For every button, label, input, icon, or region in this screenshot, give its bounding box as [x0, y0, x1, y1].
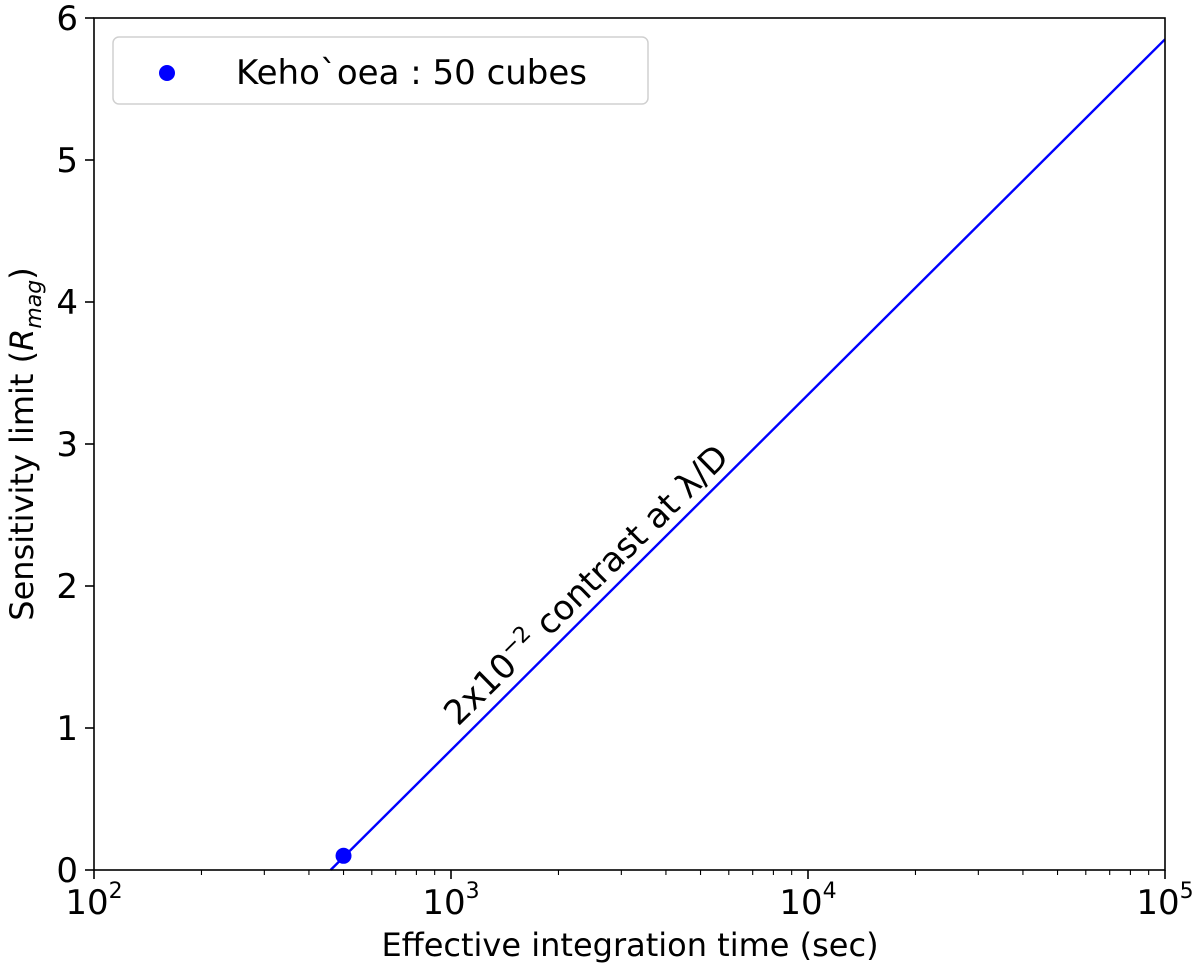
- x-tick-label: 102: [65, 879, 122, 923]
- y-axis-label-main: Sensitivity limit (: [3, 351, 41, 621]
- y-tick-label: 5: [56, 141, 78, 181]
- line-annotation: 2x10−2 contrast at λ/D: [435, 436, 737, 734]
- y-tick-label: 4: [56, 283, 78, 323]
- y-tick-label: 2: [56, 567, 78, 607]
- x-tick-label-base: 10: [422, 883, 465, 923]
- y-axis-label: Sensitivity limit (Rmag): [3, 267, 47, 620]
- y-axis-label-symbol: R: [3, 329, 41, 351]
- x-tick-label-exponent: 4: [823, 879, 837, 904]
- y-tick-label: 0: [56, 851, 78, 891]
- x-tick-label-base: 10: [65, 883, 108, 923]
- y-axis-label-sub: mag: [22, 280, 47, 329]
- legend-marker: [159, 65, 175, 81]
- legend-label: Keho`oea : 50 cubes: [236, 53, 587, 93]
- y-tick-label: 1: [56, 709, 78, 749]
- y-axis-label-close: ): [3, 267, 41, 279]
- x-tick-label: 103: [422, 879, 479, 923]
- x-tick-label-exponent: 5: [1180, 879, 1194, 904]
- series-layer: [329, 38, 1166, 871]
- data-point: [335, 847, 352, 864]
- x-tick-label-exponent: 2: [109, 879, 123, 904]
- legend-box: [112, 36, 649, 105]
- y-tick-label: 3: [56, 425, 78, 465]
- x-tick-label-base: 10: [779, 883, 822, 923]
- x-tick-label: 104: [779, 879, 836, 923]
- x-tick-label-exponent: 3: [466, 879, 480, 904]
- legend: Keho`oea : 50 cubes: [112, 36, 649, 105]
- series-line: [329, 38, 1166, 871]
- x-tick-label: 105: [1136, 879, 1193, 923]
- x-axis-label: Effective integration time (sec): [381, 926, 878, 964]
- y-tick-label: 6: [56, 0, 78, 39]
- plot-frame: [93, 17, 1166, 871]
- x-tick-label-base: 10: [1136, 883, 1179, 923]
- annotation-rest: contrast at λ/D: [520, 437, 737, 651]
